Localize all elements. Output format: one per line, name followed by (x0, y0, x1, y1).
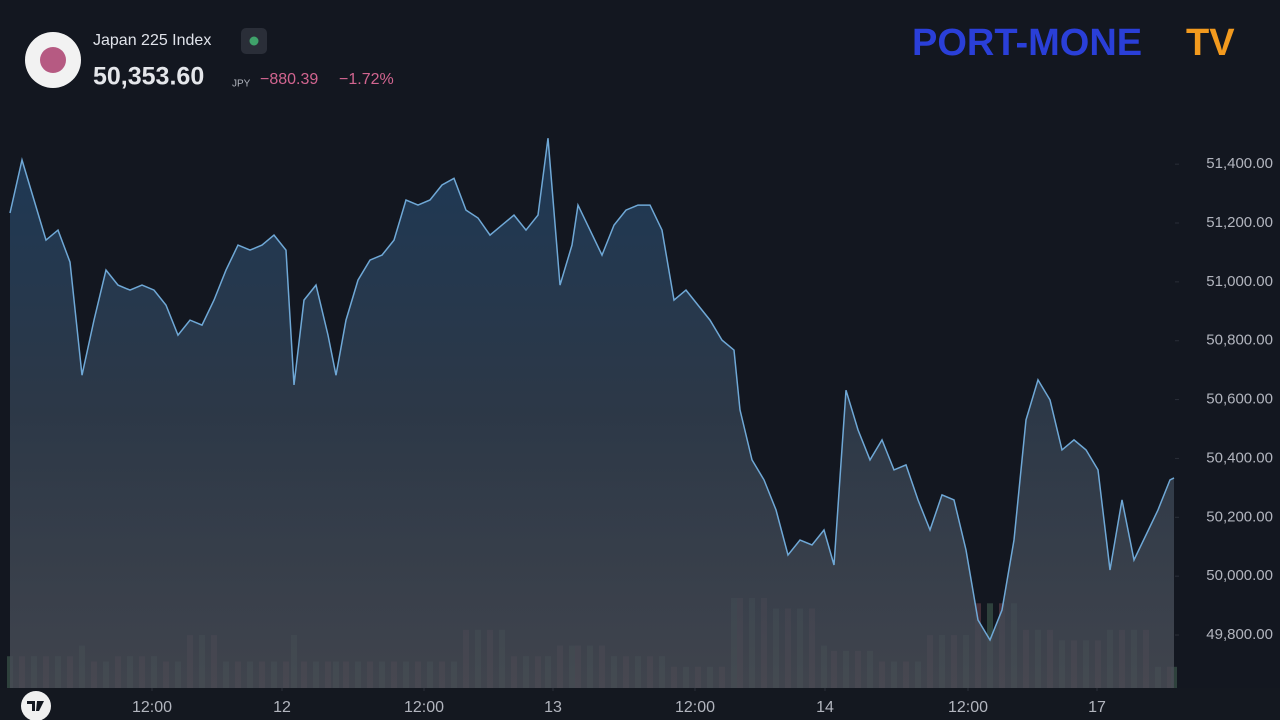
x-tick-label: 12:00 (948, 699, 988, 716)
x-tick-label: 13 (544, 699, 562, 716)
x-tick-label: 12:00 (404, 699, 444, 716)
symbol-name: Japan 225 Index (93, 32, 211, 49)
price: 50,353.60 (93, 63, 204, 91)
logo-tv: TV (1186, 22, 1235, 64)
y-tick-label: 51,400.00 (1206, 155, 1273, 172)
x-tick-label: 12:00 (675, 699, 715, 716)
tv-badge (21, 691, 51, 720)
y-tick-label: 49,800.00 (1206, 626, 1273, 643)
y-tick-label: 51,200.00 (1206, 214, 1273, 231)
price-line (9, 138, 1175, 642)
y-tick-label: 50,400.00 (1206, 449, 1273, 466)
status-dot (249, 36, 259, 46)
y-tick-label: 50,000.00 (1206, 567, 1273, 584)
y-tick-label: 50,200.00 (1206, 508, 1273, 525)
area-fill (10, 138, 1174, 688)
y-tick-label: 50,800.00 (1206, 332, 1273, 349)
y-tick-label: 51,000.00 (1206, 273, 1273, 290)
y-tick-label: 50,600.00 (1206, 391, 1273, 408)
x-tick-label: 14 (816, 699, 834, 716)
x-tick-label: 17 (1088, 699, 1106, 716)
x-tick-label: 12 (273, 699, 291, 716)
x-tick-label: 12:00 (132, 699, 172, 716)
x-axis-strip (0, 688, 1280, 720)
currency: JPY (232, 79, 251, 90)
logo-main: PORT-MONE (912, 22, 1142, 64)
change-pct: −1.72% (339, 71, 394, 88)
symbol-dot (40, 47, 66, 73)
tv-badge-icon (27, 701, 44, 711)
change: −880.39 (260, 71, 318, 88)
